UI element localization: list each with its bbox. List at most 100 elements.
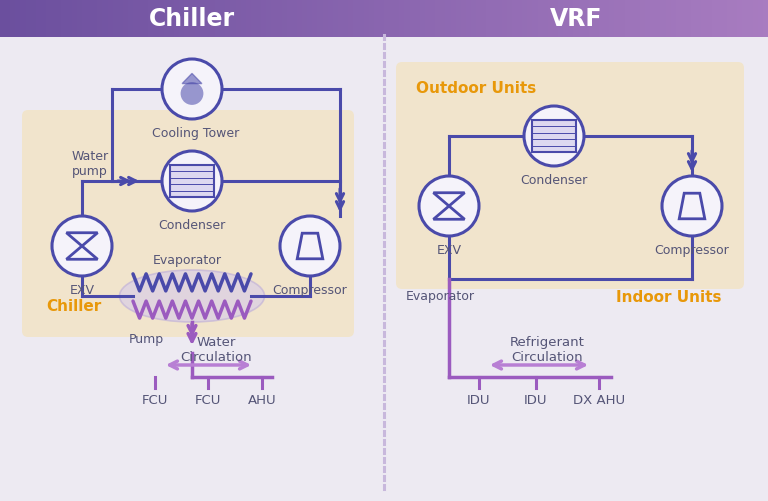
Bar (286, 0, 293, 38)
Bar (737, 0, 744, 38)
Bar (92, 0, 99, 38)
Bar (41, 0, 48, 38)
Bar (164, 0, 170, 38)
Bar (455, 0, 462, 38)
Bar (113, 0, 119, 38)
Bar (624, 0, 631, 38)
Bar (440, 0, 447, 38)
Bar (538, 0, 545, 38)
Bar (297, 0, 303, 38)
Bar (251, 0, 257, 38)
Bar (563, 0, 570, 38)
Bar (123, 0, 130, 38)
Bar (502, 0, 508, 38)
Bar (435, 0, 442, 38)
Circle shape (419, 177, 479, 236)
Bar (170, 165, 214, 198)
Bar (743, 0, 749, 38)
Bar (36, 0, 42, 38)
Circle shape (162, 60, 222, 120)
Text: FCU: FCU (195, 393, 221, 406)
Bar (543, 0, 549, 38)
Bar (763, 0, 768, 38)
Bar (77, 0, 84, 38)
Bar (266, 0, 273, 38)
Bar (220, 0, 227, 38)
Bar (323, 0, 329, 38)
Bar (225, 0, 232, 38)
Bar (348, 0, 355, 38)
Circle shape (52, 216, 112, 277)
FancyBboxPatch shape (22, 111, 354, 337)
Text: EXV: EXV (69, 284, 94, 297)
Bar (179, 0, 186, 38)
Bar (599, 0, 606, 38)
Bar (256, 0, 263, 38)
Bar (415, 0, 422, 38)
Bar (10, 0, 17, 38)
Bar (246, 0, 253, 38)
Bar (384, 0, 391, 38)
Bar (482, 0, 488, 38)
Bar (169, 0, 176, 38)
Text: AHU: AHU (248, 393, 276, 406)
Bar (282, 0, 288, 38)
Text: Evaporator: Evaporator (406, 290, 475, 303)
Bar (686, 0, 693, 38)
Text: Evaporator: Evaporator (153, 254, 221, 267)
Bar (712, 0, 718, 38)
Bar (399, 0, 406, 38)
Bar (747, 0, 754, 38)
Bar (727, 0, 733, 38)
Bar (604, 0, 611, 38)
Bar (589, 0, 595, 38)
Bar (302, 0, 309, 38)
Bar (645, 0, 652, 38)
Bar (210, 0, 217, 38)
Text: Compressor: Compressor (654, 243, 730, 257)
Bar (25, 0, 32, 38)
Bar (0, 0, 7, 38)
Bar (379, 0, 386, 38)
Bar (128, 0, 134, 38)
Circle shape (280, 216, 340, 277)
Bar (133, 0, 140, 38)
Circle shape (524, 107, 584, 167)
Bar (666, 0, 672, 38)
Bar (732, 0, 739, 38)
Bar (578, 0, 585, 38)
Bar (486, 0, 493, 38)
Bar (363, 0, 370, 38)
Bar (532, 121, 575, 153)
Bar (507, 0, 514, 38)
Bar (154, 0, 161, 38)
Bar (215, 0, 222, 38)
Bar (476, 0, 483, 38)
Bar (359, 0, 365, 38)
Bar (691, 0, 698, 38)
Bar (343, 0, 349, 38)
Bar (328, 0, 334, 38)
Text: EXV: EXV (436, 243, 462, 257)
Text: Condenser: Condenser (158, 218, 226, 231)
Text: DX AHU: DX AHU (573, 393, 625, 406)
Bar (717, 0, 723, 38)
Bar (497, 0, 503, 38)
Bar (82, 0, 88, 38)
Bar (650, 0, 657, 38)
Text: IDU: IDU (525, 393, 548, 406)
Circle shape (662, 177, 722, 236)
Text: Water
Circulation: Water Circulation (180, 335, 253, 363)
Text: Water
pump: Water pump (71, 150, 108, 178)
Bar (512, 0, 518, 38)
Bar (71, 0, 78, 38)
Bar (67, 0, 73, 38)
Bar (722, 0, 729, 38)
Bar (159, 0, 165, 38)
Bar (102, 0, 109, 38)
Bar (492, 0, 498, 38)
Bar (445, 0, 452, 38)
Bar (317, 0, 324, 38)
Text: Chiller: Chiller (149, 7, 235, 31)
Bar (307, 0, 314, 38)
